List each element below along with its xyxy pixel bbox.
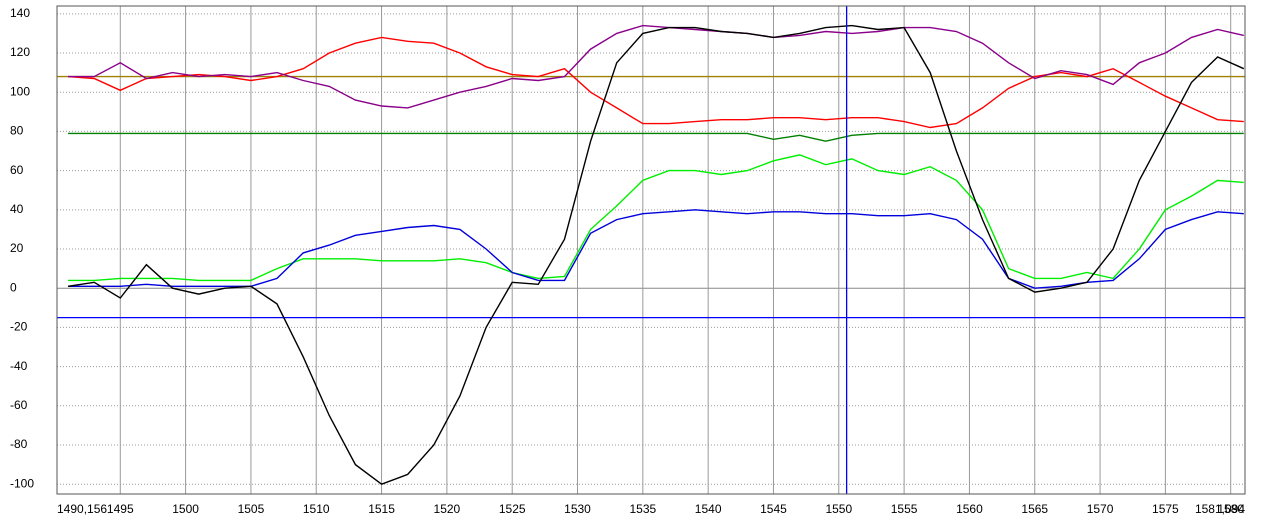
x-tick-label: 1490,156 — [57, 502, 107, 516]
plot-border — [56, 5, 1246, 495]
x-tick-label: 1530 — [564, 502, 591, 516]
series-line — [67, 24, 1245, 485]
y-tick-label: 80 — [10, 124, 24, 138]
y-tick-label: -40 — [10, 359, 28, 373]
y-tick-label: 120 — [10, 45, 30, 59]
x-tick-label: 1510 — [303, 502, 330, 516]
x-tick-label: 1570 — [1087, 502, 1114, 516]
x-tick-label: 1575 — [1152, 502, 1179, 516]
y-tick-label: -20 — [10, 320, 28, 334]
y-tick-label: 0 — [10, 280, 17, 294]
series-line — [68, 209, 1244, 289]
x-tick-label: 1500 — [172, 502, 199, 516]
x-tick-label: 1581,094 — [1195, 502, 1245, 516]
x-tick-label: 1555 — [891, 502, 918, 516]
y-tick-label: 140 — [10, 6, 30, 20]
y-tick-label: 100 — [10, 84, 30, 98]
x-tick-label: 1545 — [760, 502, 787, 516]
x-tick-label: 1565 — [1021, 502, 1048, 516]
y-tick-label: 40 — [10, 202, 24, 216]
y-tick-label: -60 — [10, 398, 28, 412]
x-tick-label: 1535 — [629, 502, 656, 516]
x-tick-label: 1540 — [695, 502, 722, 516]
x-tick-label: 1520 — [434, 502, 461, 516]
y-tick-label: 60 — [10, 163, 24, 177]
series-line — [68, 132, 1244, 142]
y-tick-label: 20 — [10, 241, 24, 255]
x-tick-label: 1525 — [499, 502, 526, 516]
x-tick-label: 1550 — [825, 502, 852, 516]
y-tick-label: -100 — [10, 476, 34, 490]
y-tick-label: -80 — [10, 437, 28, 451]
x-tick-label: 1515 — [368, 502, 395, 516]
x-tick-label: 1495 — [107, 502, 134, 516]
x-tick-label: 1505 — [238, 502, 265, 516]
series-line — [68, 24, 1244, 109]
x-tick-label: 1560 — [956, 502, 983, 516]
series-line — [68, 154, 1244, 282]
x-tick-label: 1580 — [1217, 502, 1244, 516]
